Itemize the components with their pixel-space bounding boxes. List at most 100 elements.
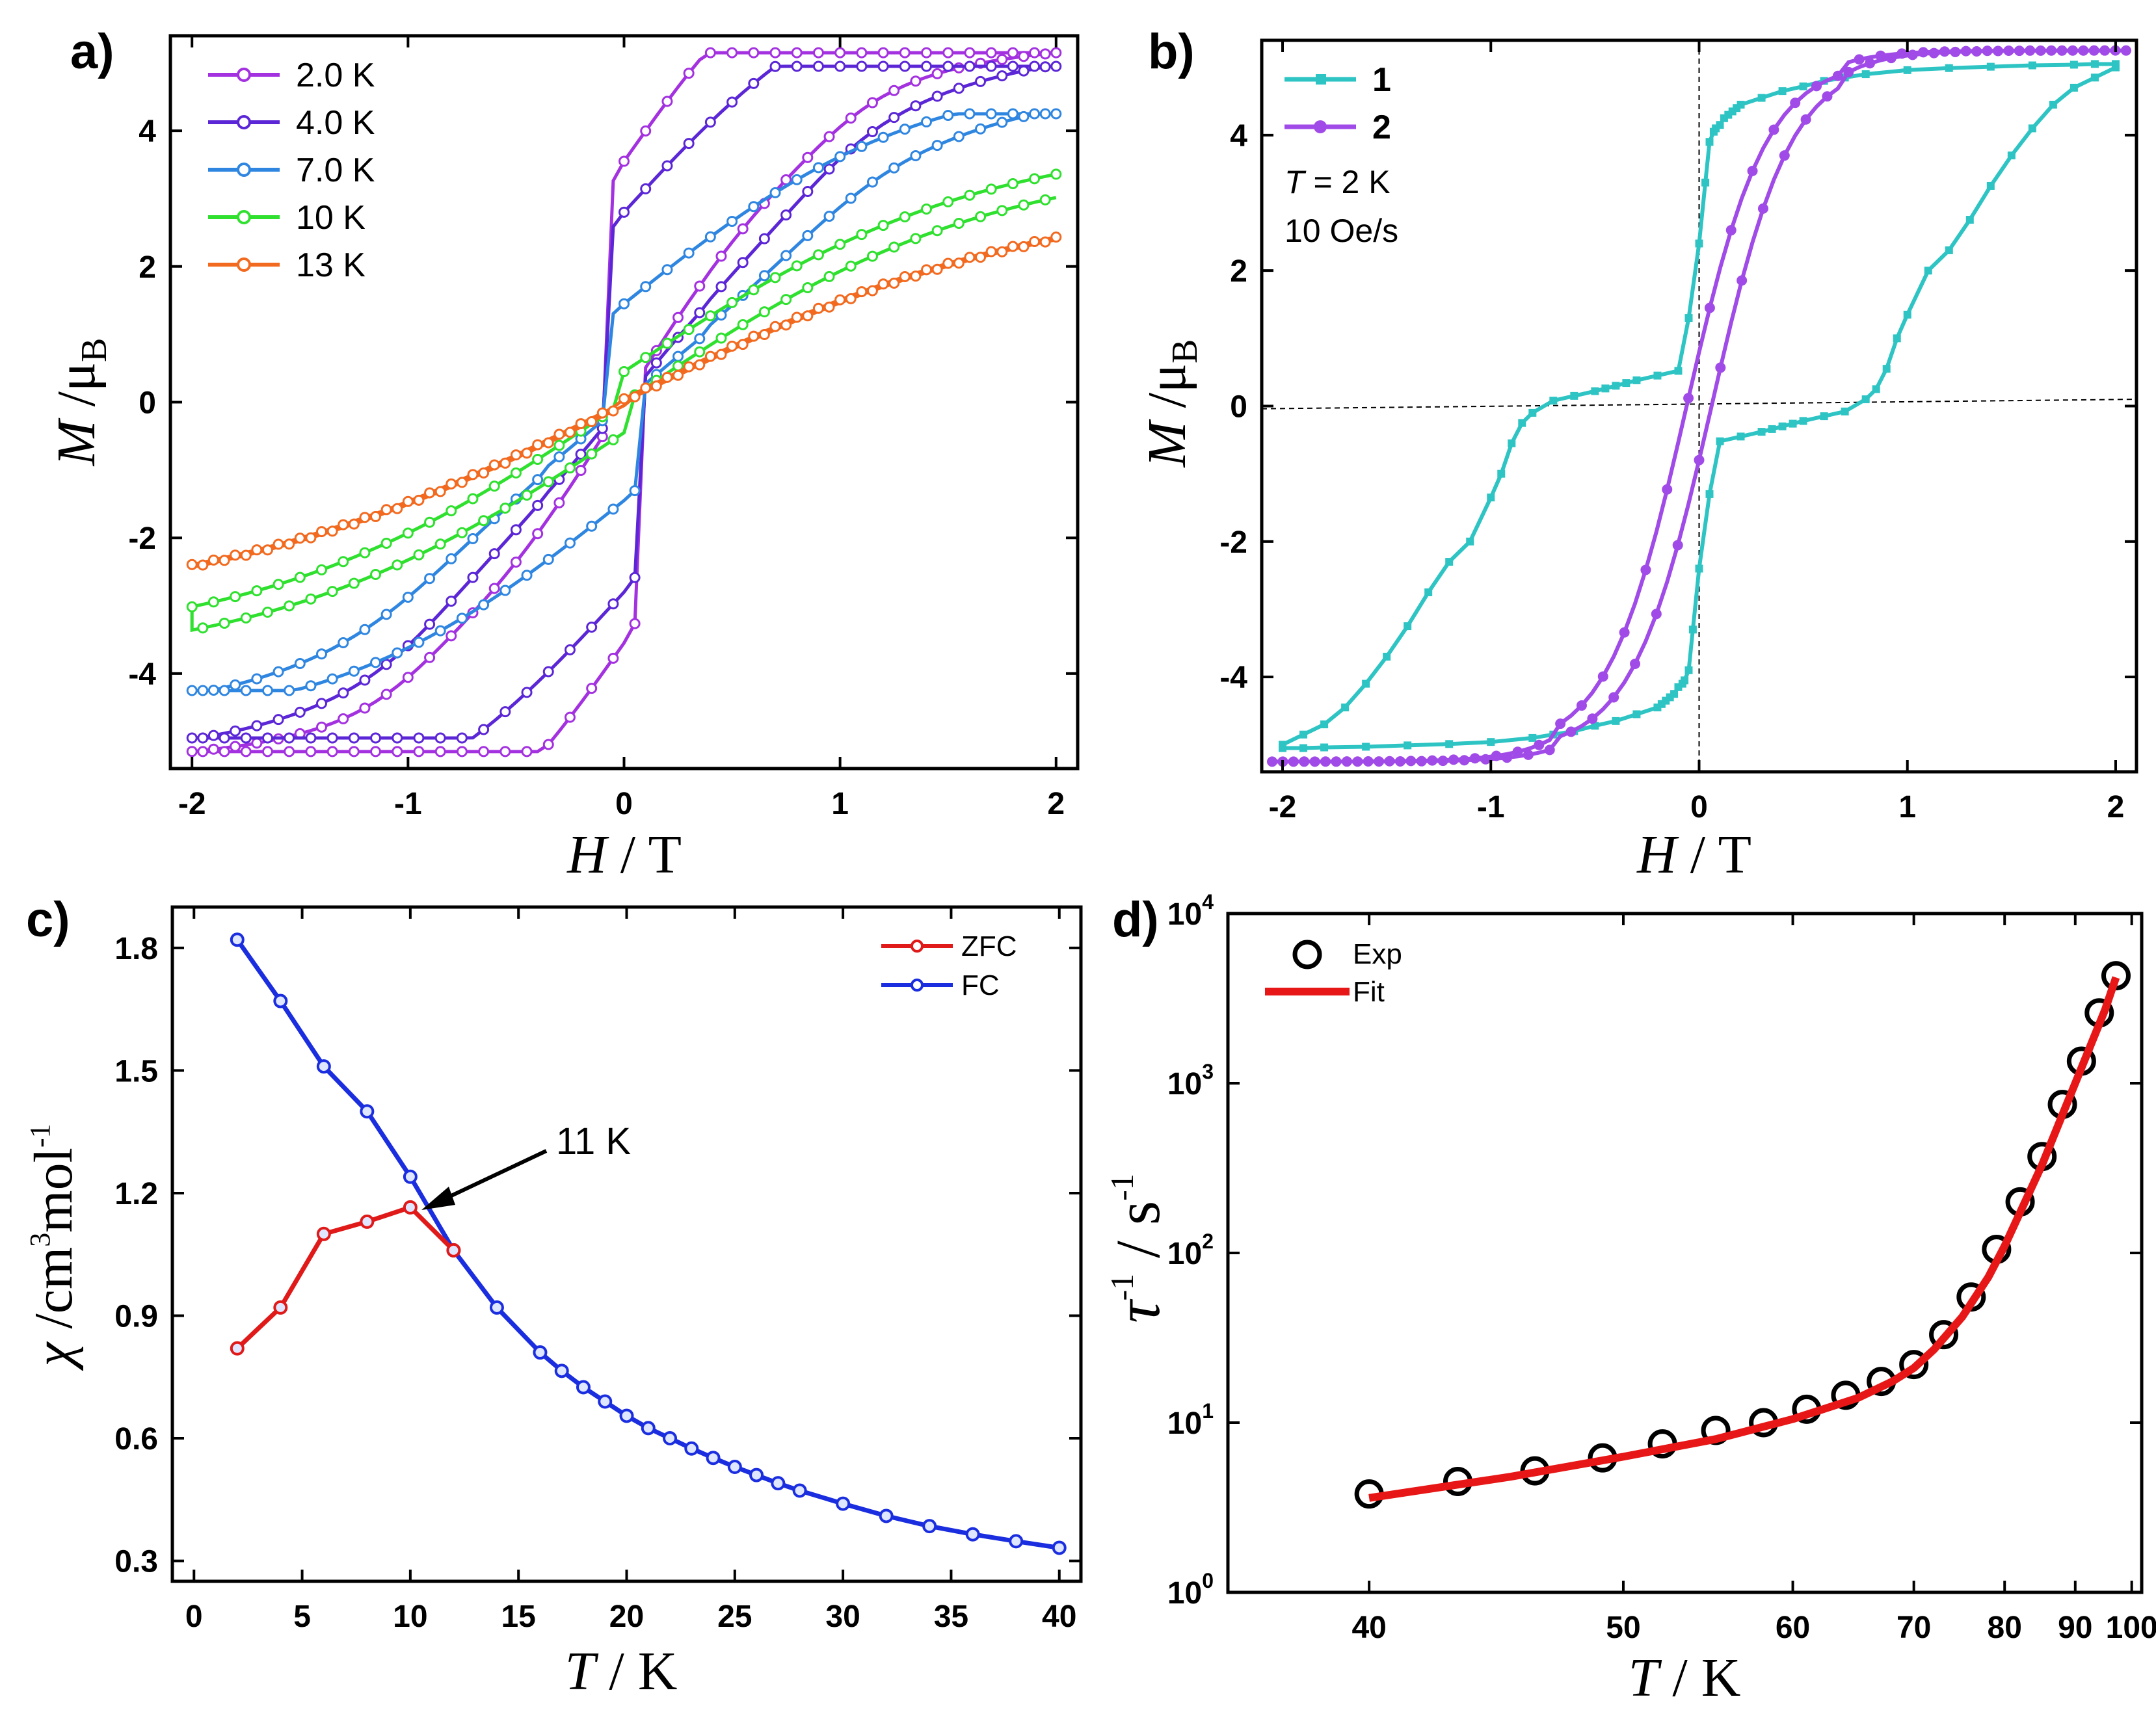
data-point <box>706 1451 721 1466</box>
data-point <box>694 333 706 345</box>
data-point <box>619 1408 634 1423</box>
data-point <box>791 47 803 59</box>
panel-a-x-axis-label: H / T <box>566 824 682 885</box>
legend-marker <box>237 163 251 177</box>
legend-label: 13 K <box>296 246 366 284</box>
x-tick-label: 40 <box>1351 1611 1386 1645</box>
data-point <box>413 494 425 506</box>
data-point <box>985 183 997 195</box>
data-point <box>532 528 544 540</box>
data-point <box>629 391 641 402</box>
data-point <box>316 526 327 538</box>
y-tick-label: 0.3 <box>114 1545 158 1579</box>
data-point <box>360 1214 375 1229</box>
data-point <box>629 485 641 497</box>
data-point <box>251 585 263 597</box>
data-point <box>780 319 792 331</box>
data-point <box>758 306 770 318</box>
data-point <box>575 449 587 460</box>
data-point <box>1630 658 1641 669</box>
data-point <box>1715 362 1726 373</box>
data-point <box>1341 704 1350 712</box>
data-point <box>975 75 987 87</box>
data-point <box>1009 1534 1024 1549</box>
data-point <box>802 230 814 241</box>
data-point <box>586 415 598 427</box>
data-point <box>456 732 468 744</box>
panel-c-plot <box>230 932 1067 1555</box>
data-point <box>1018 111 1030 122</box>
data-point <box>219 732 230 744</box>
data-point <box>1424 588 1433 596</box>
x-tick-label: 25 <box>717 1600 752 1634</box>
data-point <box>1394 756 1405 767</box>
data-point <box>316 648 327 660</box>
data-point <box>996 53 1008 65</box>
panel-b-label: b) <box>1148 24 1195 79</box>
data-point <box>1050 108 1062 120</box>
data-point <box>922 1519 937 1534</box>
data-point <box>1612 382 1620 390</box>
data-point <box>1007 241 1018 252</box>
data-point <box>1653 371 1662 380</box>
data-point <box>564 711 576 723</box>
data-point <box>186 601 198 612</box>
data-point <box>2067 45 2078 56</box>
data-point <box>392 746 403 757</box>
data-point <box>715 281 727 293</box>
data-point <box>877 60 889 72</box>
data-point <box>1705 138 1714 146</box>
data-point <box>207 554 219 566</box>
data-point <box>532 439 544 451</box>
data-point <box>1704 302 1715 313</box>
data-point <box>1928 47 1939 59</box>
data-point <box>207 743 219 755</box>
data-point <box>326 586 338 598</box>
data-point <box>845 260 857 272</box>
data-point <box>856 140 868 152</box>
data-point <box>641 1421 656 1436</box>
data-point <box>985 60 997 72</box>
data-point <box>230 932 245 947</box>
data-point <box>413 732 425 744</box>
data-point <box>640 352 652 363</box>
data-point <box>294 706 306 718</box>
data-point <box>434 486 446 497</box>
data-point <box>1832 70 1843 81</box>
data-point <box>284 538 295 550</box>
data-point <box>1039 61 1051 73</box>
data-point <box>294 533 306 544</box>
data-point <box>261 732 273 744</box>
data-point <box>715 332 727 344</box>
data-point <box>456 527 468 538</box>
x-tick-label: 0 <box>1690 790 1708 824</box>
data-point <box>1622 379 1630 388</box>
data-point <box>1007 178 1018 189</box>
data-point <box>953 257 965 269</box>
data-point <box>197 559 209 571</box>
data-point <box>1320 743 1329 752</box>
data-point <box>1811 81 1822 92</box>
data-point <box>953 83 965 94</box>
data-point <box>1861 70 1870 79</box>
data-point <box>694 346 706 358</box>
data-point <box>1404 741 1412 750</box>
legend-label: Fit <box>1353 976 1385 1008</box>
data-point <box>424 652 436 663</box>
data-point <box>607 652 619 664</box>
data-point <box>921 60 932 72</box>
data-point <box>640 382 652 394</box>
data-point <box>251 673 263 685</box>
data-point <box>1363 756 1374 767</box>
data-point <box>446 505 457 517</box>
data-point <box>619 155 630 167</box>
data-point <box>1576 700 1587 711</box>
data-point <box>1903 66 1911 74</box>
data-point <box>1725 225 1737 236</box>
data-point <box>931 68 943 79</box>
data-point <box>284 685 295 696</box>
panel-a-plot <box>186 47 1062 757</box>
data-point <box>802 185 814 197</box>
data-point <box>240 746 252 757</box>
data-point <box>888 162 900 174</box>
